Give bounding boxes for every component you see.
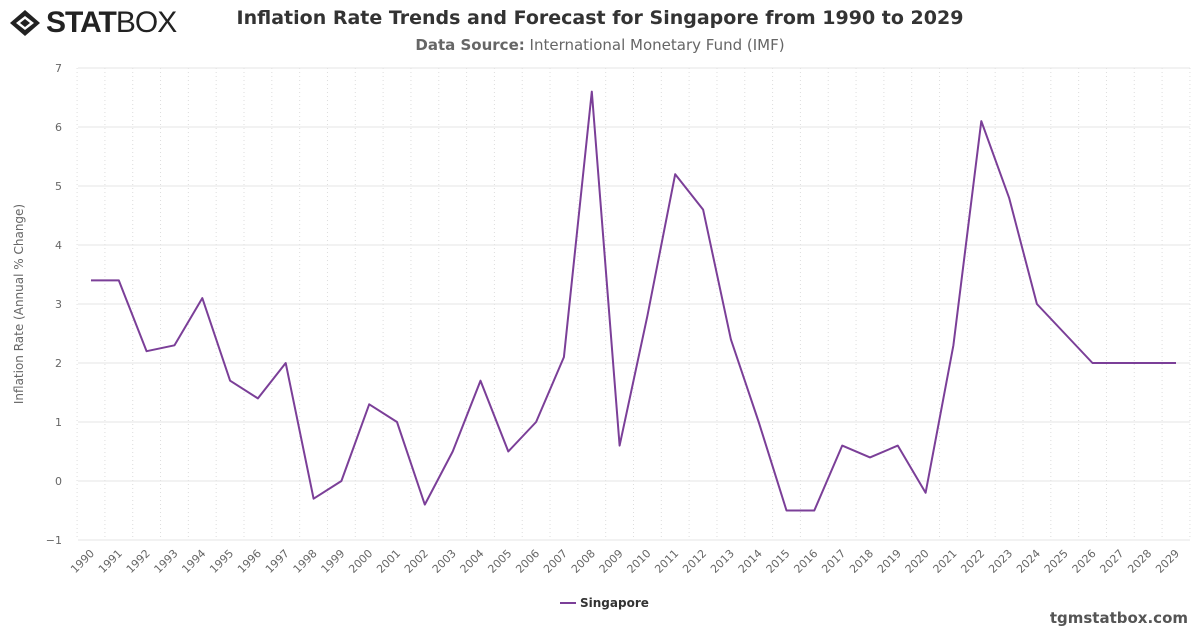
x-tick-label: 2002 (402, 547, 431, 576)
x-tick-label: 1996 (235, 547, 264, 576)
x-tick-label: 2013 (708, 547, 737, 576)
x-tick-label: 2000 (346, 547, 375, 576)
y-tick-label: 6 (55, 121, 62, 134)
y-axis-label: Inflation Rate (Annual % Change) (12, 204, 26, 404)
x-tick-label: 2024 (1014, 547, 1043, 576)
x-tick-label: 2001 (374, 547, 403, 576)
chart-subtitle: Data Source: International Monetary Fund… (415, 36, 785, 54)
x-tick-label: 2011 (652, 547, 681, 576)
x-tick-label: 2020 (903, 547, 932, 576)
x-tick-label: 1995 (207, 547, 236, 576)
x-tick-label: 2010 (625, 547, 654, 576)
x-tick-label: 2017 (819, 547, 848, 576)
statbox-logo[interactable]: STATBOX (8, 6, 177, 40)
x-tick-label: 2018 (847, 547, 876, 576)
x-tick-label: 2027 (1097, 547, 1126, 576)
x-tick-label: 1994 (179, 547, 208, 576)
y-tick-label: 7 (55, 62, 62, 75)
legend-label: Singapore (580, 596, 649, 610)
y-tick-label: −1 (46, 534, 62, 547)
x-tick-label: 2012 (680, 547, 709, 576)
watermark: tgmstatbox.com (1049, 609, 1188, 627)
x-tick-label: 2015 (764, 547, 793, 576)
x-tick-label: 2026 (1070, 547, 1099, 576)
x-tick-label: 1991 (96, 547, 125, 576)
x-tick-label: 2006 (513, 547, 542, 576)
x-tick-label: 2021 (931, 547, 960, 576)
y-tick-label: 2 (55, 357, 62, 370)
x-tick-label: 2005 (485, 547, 514, 576)
x-tick-label: 1993 (152, 547, 181, 576)
x-tick-label: 2029 (1153, 547, 1182, 576)
x-tick-label: 1990 (68, 547, 97, 576)
diamond-logo-icon (10, 10, 40, 36)
y-tick-label: 0 (55, 475, 62, 488)
x-tick-label: 2028 (1125, 547, 1154, 576)
x-tick-label: 2016 (791, 547, 820, 576)
x-tick-label: 2009 (597, 547, 626, 576)
x-tick-label: 2023 (986, 547, 1015, 576)
y-tick-label: 3 (55, 298, 62, 311)
y-tick-label: 1 (55, 416, 62, 429)
x-tick-label: 2007 (541, 547, 570, 576)
logo-text: STATBOX (46, 6, 177, 39)
y-tick-label: 4 (55, 239, 62, 252)
chart-title: Inflation Rate Trends and Forecast for S… (236, 7, 964, 29)
x-tick-label: 1997 (263, 547, 292, 576)
x-tick-label: 1998 (291, 547, 320, 576)
series-line-singapore (91, 90, 1176, 512)
x-tick-label: 2019 (875, 547, 904, 576)
x-tick-label: 2008 (569, 547, 598, 576)
y-tick-label: 5 (55, 180, 62, 193)
x-tick-label: 2022 (958, 547, 987, 576)
x-tick-label: 2004 (458, 547, 487, 576)
x-tick-label: 1992 (124, 547, 153, 576)
x-tick-label: 2014 (736, 547, 765, 576)
x-tick-label: 1999 (319, 547, 348, 576)
x-tick-label: 2003 (430, 547, 459, 576)
x-tick-label: 2025 (1042, 547, 1071, 576)
